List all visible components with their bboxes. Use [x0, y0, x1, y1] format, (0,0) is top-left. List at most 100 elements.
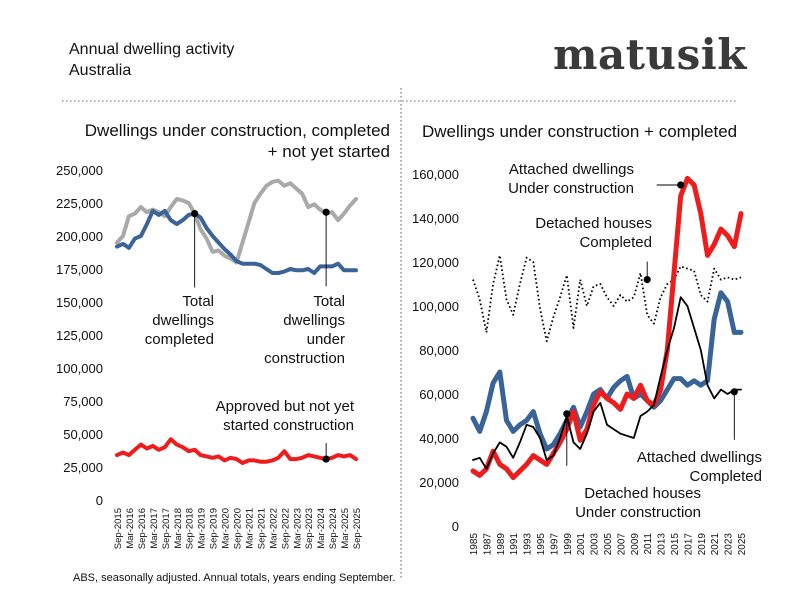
y-tick-label: 0 [452, 519, 459, 534]
annotation-text: dwellings [152, 312, 214, 329]
x-tick-label: Sep-2021 [256, 508, 267, 549]
x-tick-label: 1997 [549, 533, 560, 556]
y-tick-label: 160,000 [412, 167, 459, 182]
annotation-marker [322, 455, 330, 463]
annotation-text: dwellings [283, 312, 345, 329]
y-tick-label: 100,000 [412, 299, 459, 314]
x-tick-label: 1987 [482, 533, 493, 556]
series-line-grey [115, 178, 358, 265]
x-tick-label: 1991 [509, 533, 520, 556]
annotation-marker [191, 209, 199, 218]
x-tick-label: 2013 [657, 533, 668, 556]
x-tick-label: 2015 [670, 533, 681, 556]
series-line-blue [115, 208, 358, 275]
x-tick-label: Mar-2017 [149, 508, 160, 549]
y-tick-label: 250,000 [56, 163, 103, 178]
x-tick-label: Sep-2024 [328, 508, 339, 549]
x-tick-label: 1999 [563, 533, 574, 556]
y-tick-label: 150,000 [56, 295, 103, 310]
x-tick-label: Sep-2023 [304, 508, 315, 549]
annotation-text: started construction [223, 417, 354, 434]
annotation-marker [643, 276, 651, 284]
y-tick-label: 225,000 [56, 196, 103, 211]
series-line-red [115, 437, 358, 465]
x-tick-label: 2007 [616, 533, 627, 556]
x-tick-label: 2005 [603, 533, 614, 556]
annotation-text: Attached dwellings [509, 161, 634, 178]
x-tick-label: 2003 [590, 533, 601, 556]
annotation-text: Completed [579, 234, 652, 251]
annotation-text: Detached houses [584, 485, 701, 502]
y-tick-label: 50,000 [63, 427, 103, 442]
annotation-marker [730, 388, 738, 396]
annotation-marker [322, 208, 330, 216]
x-tick-label: 1993 [523, 533, 534, 556]
x-tick-label: Mar-2018 [173, 508, 184, 549]
x-tick-label: 2019 [697, 533, 708, 556]
y-tick-label: 20,000 [419, 475, 459, 490]
x-tick-label: Sep-2022 [280, 508, 291, 549]
x-tick-label: 1989 [496, 533, 507, 556]
x-tick-label: 2001 [576, 533, 587, 556]
x-tick-label: Sep-2017 [161, 508, 172, 549]
x-tick-label: Sep-2015 [113, 508, 124, 549]
left-chart-title-line2: + not yet started [268, 142, 390, 161]
y-tick-label: 25,000 [63, 460, 103, 475]
page-subtitle: Australia [69, 62, 132, 79]
x-tick-label: Sep-2018 [185, 508, 196, 549]
y-tick-label: 0 [96, 493, 103, 508]
annotation-text: Under construction [508, 180, 634, 197]
y-tick-label: 125,000 [56, 328, 103, 343]
annotation-text: under [307, 331, 345, 348]
series-line-red [470, 175, 744, 481]
annotation-text: Total [182, 293, 214, 310]
series-line-black [472, 296, 742, 470]
annotation-text: Approved but not yet [216, 398, 355, 415]
x-tick-label: 2023 [724, 533, 735, 556]
page-title: Annual dwelling activity [69, 41, 235, 58]
annotation-text: construction [264, 350, 345, 367]
x-tick-label: 1985 [469, 533, 480, 556]
x-tick-label: Mar-2016 [125, 508, 136, 549]
annotation-text: Detached houses [535, 215, 652, 232]
y-tick-label: 140,000 [412, 211, 459, 226]
x-tick-label: 2009 [630, 533, 641, 556]
left-chart-title-line1: Dwellings under construction, completed [85, 121, 390, 140]
x-tick-label: 1995 [536, 533, 547, 556]
source-note: ABS, seasonally adjusted. Annual totals,… [73, 572, 396, 584]
x-tick-label: 2017 [683, 533, 694, 556]
series-line-black-dotted [472, 254, 742, 343]
brand-logo: matusik [553, 30, 747, 79]
right-chart: 0 20,000 40,000 60,000 80,000 100,000 120,000 1… [412, 161, 762, 555]
x-tick-label: 2021 [710, 533, 721, 556]
y-tick-label: 100,000 [56, 361, 103, 376]
y-tick-label: 175,000 [56, 262, 103, 277]
x-tick-label: Sep-2016 [137, 508, 148, 549]
y-tick-label: 200,000 [56, 229, 103, 244]
annotation-marker [677, 181, 685, 189]
annotation-text: completed [145, 331, 214, 348]
right-chart-title: Dwellings under construction + completed [422, 122, 737, 141]
annotation-text: Under construction [575, 504, 701, 521]
annotation-text: Completed [689, 468, 762, 485]
annotation-text: Attached dwellings [637, 449, 762, 466]
y-tick-label: 75,000 [63, 394, 103, 409]
x-tick-label: Mar-2019 [197, 508, 208, 549]
x-tick-label: Mar-2022 [268, 508, 279, 549]
x-tick-label: Mar-2025 [340, 508, 351, 549]
x-tick-label: Mar-2020 [221, 508, 232, 549]
x-tick-label: Mar-2023 [292, 508, 303, 549]
annotation-marker [563, 410, 571, 418]
x-tick-label: 2025 [737, 533, 748, 556]
y-tick-label: 120,000 [412, 255, 459, 270]
y-tick-label: 80,000 [419, 343, 459, 358]
x-tick-label: Sep-2020 [233, 508, 244, 549]
y-tick-label: 40,000 [419, 431, 459, 446]
x-tick-label: 2011 [643, 533, 654, 555]
left-chart: 0 25,000 50,000 75,000 100,000 125,000 150,000… [56, 163, 363, 549]
x-tick-label: Sep-2025 [352, 508, 363, 549]
annotation-text: Total [313, 293, 345, 310]
y-tick-label: 60,000 [419, 387, 459, 402]
x-tick-label: Mar-2024 [316, 508, 327, 549]
